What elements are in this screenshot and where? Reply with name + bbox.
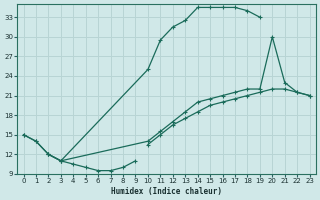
X-axis label: Humidex (Indice chaleur): Humidex (Indice chaleur) (111, 187, 222, 196)
